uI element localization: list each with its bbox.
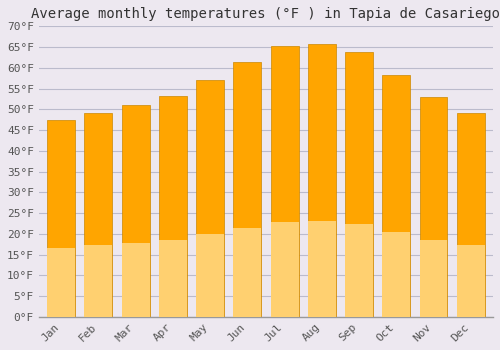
Bar: [47, 120, 75, 317]
Bar: [84, 245, 112, 317]
Bar: [308, 221, 336, 317]
Bar: [382, 232, 410, 317]
Bar: [196, 234, 224, 317]
Bar: [270, 46, 298, 317]
Bar: [457, 113, 484, 317]
Bar: [84, 113, 112, 317]
Bar: [159, 240, 187, 317]
Bar: [270, 222, 298, 317]
Bar: [308, 44, 336, 317]
Bar: [345, 224, 373, 317]
Bar: [196, 80, 224, 317]
Bar: [122, 105, 150, 317]
Bar: [345, 52, 373, 317]
Bar: [382, 75, 410, 317]
Bar: [457, 245, 484, 317]
Bar: [159, 96, 187, 317]
Bar: [420, 240, 448, 317]
Bar: [122, 243, 150, 317]
Bar: [420, 97, 448, 317]
Bar: [47, 248, 75, 317]
Bar: [234, 228, 262, 317]
Bar: [234, 62, 262, 317]
Title: Average monthly temperatures (°F ) in Tapia de Casariego: Average monthly temperatures (°F ) in Ta…: [32, 7, 500, 21]
